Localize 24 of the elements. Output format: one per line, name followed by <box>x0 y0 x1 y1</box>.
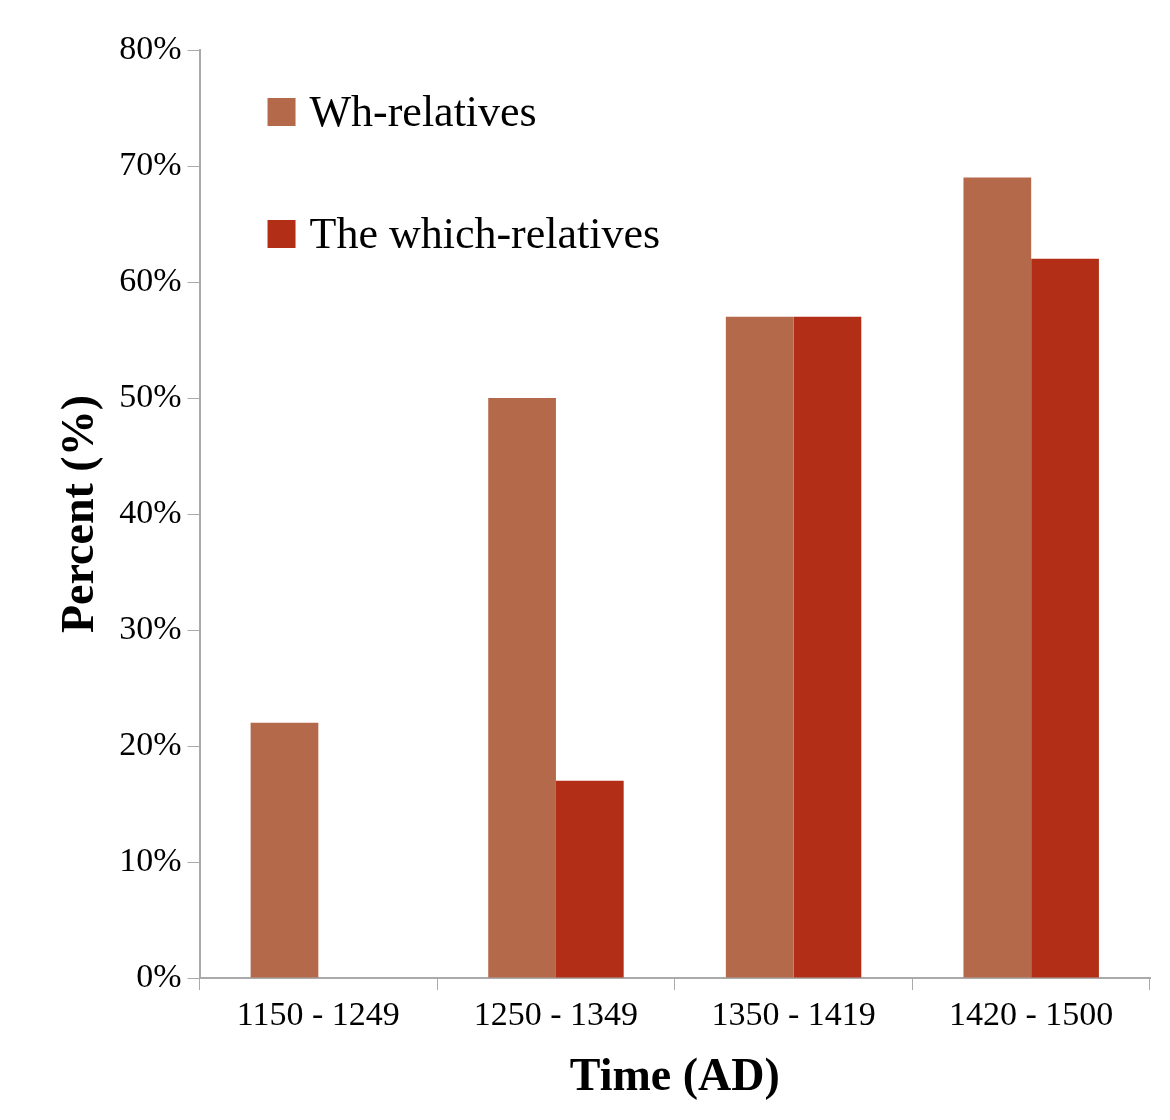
x-axis-title: Time (AD) <box>569 1049 780 1101</box>
bar <box>1031 258 1099 978</box>
bar <box>250 722 319 978</box>
bar <box>793 316 862 978</box>
bar <box>555 780 624 978</box>
x-tick-label: 1350 - 1419 <box>711 995 876 1033</box>
y-tick-label: 20% <box>119 724 182 762</box>
y-tick-label: 10% <box>119 840 182 878</box>
bar <box>488 398 556 978</box>
y-tick-label: 70% <box>119 144 182 182</box>
y-tick-label: 80% <box>119 28 182 66</box>
x-tick-label: 1420 - 1500 <box>949 995 1114 1033</box>
y-tick-label: 40% <box>119 492 182 530</box>
y-tick-label: 30% <box>119 608 182 646</box>
bar <box>725 316 794 978</box>
y-tick-label: 60% <box>119 260 182 298</box>
y-tick-label: 0% <box>136 956 182 994</box>
bar <box>963 177 1032 978</box>
x-tick-label: 1250 - 1349 <box>473 995 639 1033</box>
y-tick-label: 50% <box>119 376 182 414</box>
legend-label: Wh-relatives <box>309 86 537 136</box>
y-axis-title: Percent (%) <box>52 395 104 633</box>
x-tick-label: 1150 - 1249 <box>236 995 400 1033</box>
legend-label: The which-relatives <box>309 208 661 258</box>
